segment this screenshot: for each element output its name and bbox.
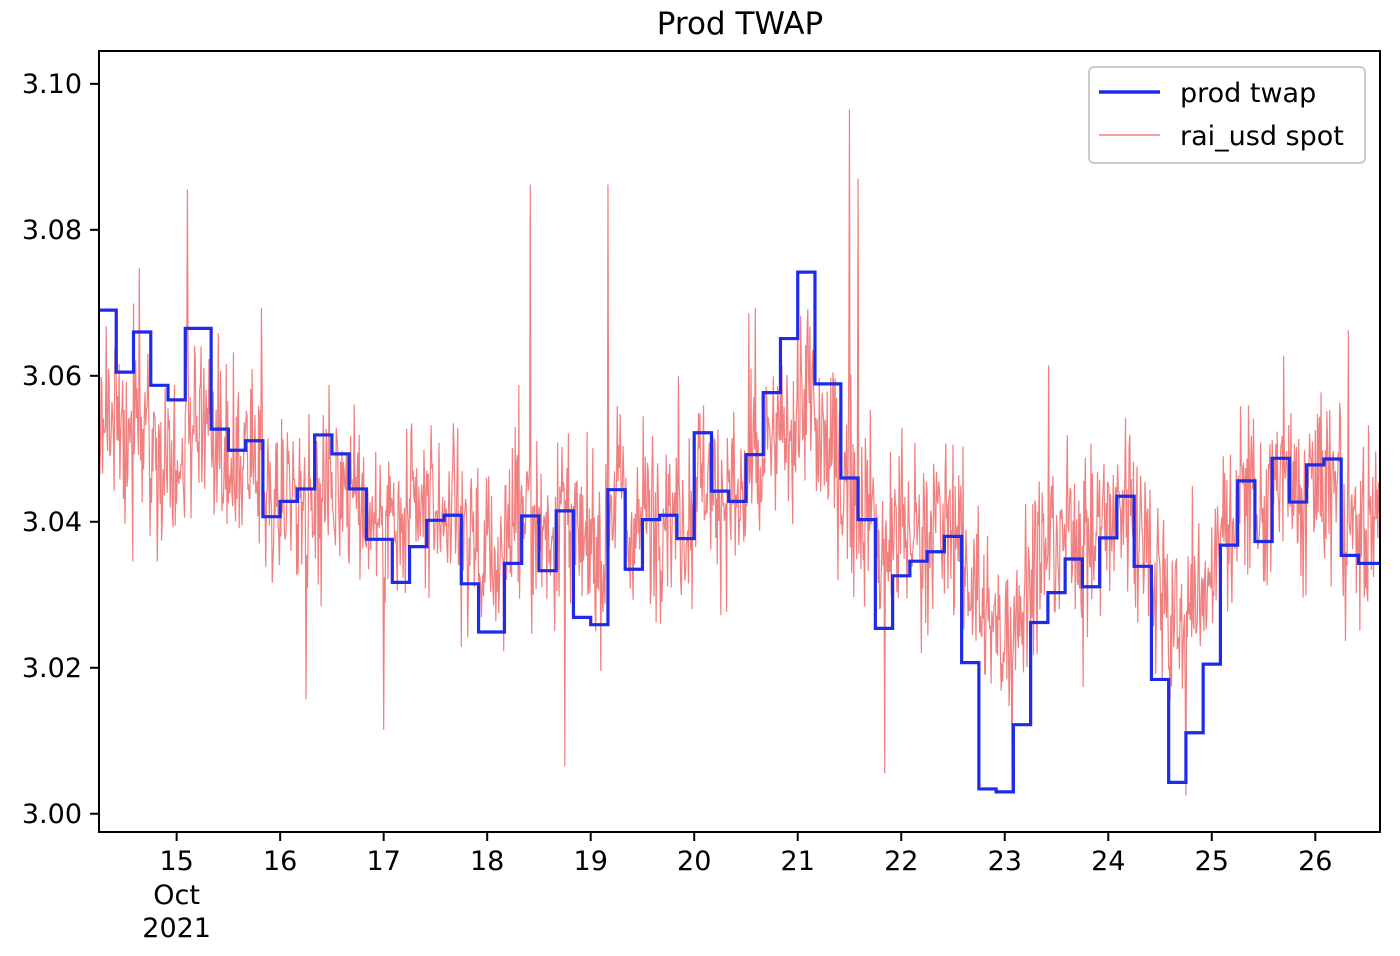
x-tick-label: 16 — [263, 846, 297, 877]
x-tick-label: 21 — [781, 846, 815, 877]
x-tick-label: 19 — [574, 846, 608, 877]
legend-label-rai-usd-spot: rai_usd spot — [1180, 121, 1344, 152]
twap-series-layer — [99, 270, 1380, 794]
plot-frame — [98, 50, 1381, 833]
chart-title: Prod TWAP — [657, 6, 824, 42]
x-tick-label: 26 — [1298, 846, 1332, 877]
x-tick-label: 25 — [1195, 846, 1229, 877]
prod-twap-line — [99, 270, 1380, 794]
y-tick-label: 3.00 — [22, 799, 82, 830]
x-tick-label: 18 — [470, 846, 504, 877]
x-tick-label: 24 — [1091, 846, 1125, 877]
y-tick-label: 3.06 — [22, 361, 82, 392]
spot-series-layer — [98, 109, 1381, 796]
x-month-label: Oct — [153, 880, 200, 911]
x-tick-label: 23 — [988, 846, 1022, 877]
y-tick-label: 3.08 — [22, 215, 82, 246]
x-tick-label: 20 — [677, 846, 711, 877]
y-tick-label: 3.02 — [22, 653, 82, 684]
y-tick-label: 3.10 — [22, 69, 82, 100]
x-tick-label: 15 — [159, 846, 193, 877]
x-year-label: 2021 — [142, 913, 211, 944]
x-tick-label: 22 — [884, 846, 918, 877]
y-tick-label: 3.04 — [22, 507, 82, 538]
rai-usd-spot-line — [98, 109, 1381, 796]
y-axis: 3.00 3.02 3.04 3.06 3.08 3.10 — [22, 69, 99, 830]
legend-label-prod-twap: prod twap — [1180, 78, 1316, 109]
x-tick-label: 17 — [366, 846, 400, 877]
legend: prod twap rai_usd spot — [1088, 66, 1366, 164]
